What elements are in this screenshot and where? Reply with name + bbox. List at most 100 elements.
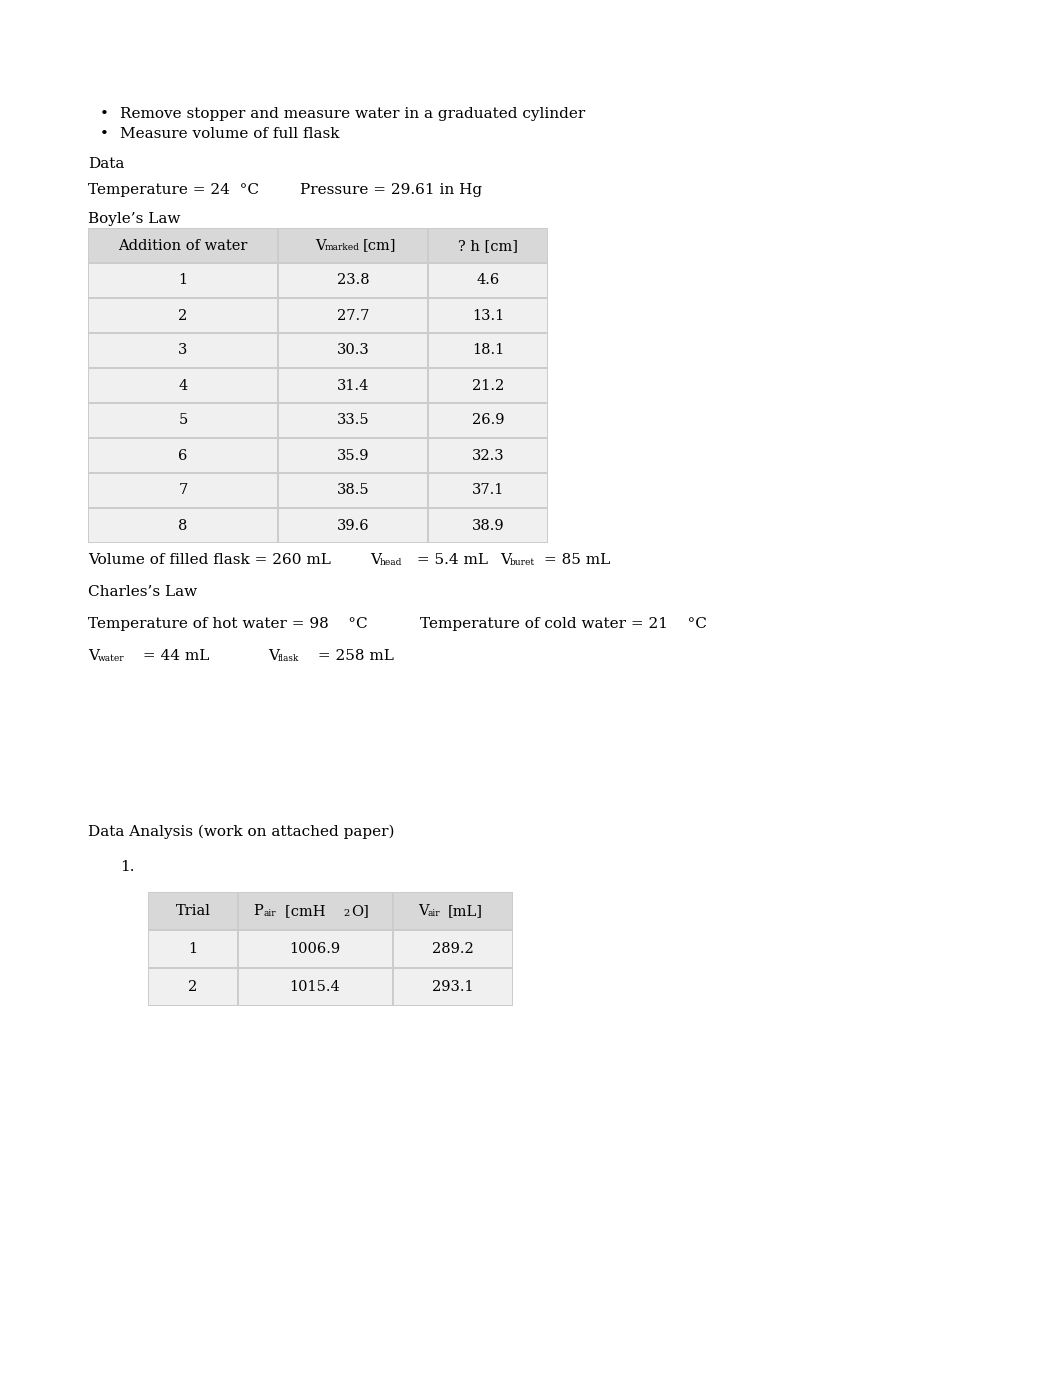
Text: V: V — [500, 553, 511, 567]
Text: •: • — [100, 127, 109, 140]
Text: 1: 1 — [178, 274, 188, 288]
Text: V: V — [370, 553, 381, 567]
Text: = 5.4 mL: = 5.4 mL — [412, 553, 489, 567]
Text: 4.6: 4.6 — [477, 274, 499, 288]
Text: 18.1: 18.1 — [472, 344, 504, 358]
Bar — [89, 369, 277, 402]
Text: water: water — [98, 654, 124, 663]
Text: 37.1: 37.1 — [472, 483, 504, 498]
Bar — [279, 439, 427, 472]
Bar — [279, 369, 427, 402]
Text: 1015.4: 1015.4 — [290, 980, 341, 993]
Text: 3: 3 — [178, 344, 188, 358]
Text: 38.9: 38.9 — [472, 519, 504, 533]
Bar — [279, 405, 427, 438]
Bar — [89, 264, 277, 297]
Bar — [429, 264, 547, 297]
Bar — [89, 405, 277, 438]
Bar — [429, 369, 547, 402]
Text: buret: buret — [510, 559, 535, 567]
Text: Measure volume of full flask: Measure volume of full flask — [120, 127, 340, 140]
Text: Temperature = 24  °C: Temperature = 24 °C — [88, 183, 259, 197]
Bar — [429, 473, 547, 506]
Text: Temperature of hot water = 98    °C: Temperature of hot water = 98 °C — [88, 616, 367, 632]
Text: Charles’s Law: Charles’s Law — [88, 585, 198, 599]
Text: V: V — [315, 238, 326, 253]
Text: Trial: Trial — [175, 904, 210, 918]
Text: 21.2: 21.2 — [472, 378, 504, 392]
Bar — [429, 405, 547, 438]
Bar — [394, 932, 512, 967]
Text: 33.5: 33.5 — [337, 414, 370, 428]
Bar — [89, 439, 277, 472]
Text: •: • — [100, 107, 109, 121]
Text: Temperature of cold water = 21    °C: Temperature of cold water = 21 °C — [419, 616, 707, 632]
Bar — [89, 299, 277, 332]
Text: = 85 mL: = 85 mL — [544, 553, 611, 567]
Text: 27.7: 27.7 — [337, 308, 370, 322]
Text: 31.4: 31.4 — [337, 378, 370, 392]
Bar — [239, 893, 392, 929]
Bar — [429, 439, 547, 472]
Text: 30.3: 30.3 — [337, 344, 370, 358]
Text: Data Analysis (work on attached paper): Data Analysis (work on attached paper) — [88, 826, 394, 839]
Bar — [239, 969, 392, 1004]
Text: 1: 1 — [188, 943, 198, 956]
Text: V: V — [268, 649, 279, 663]
Text: 23.8: 23.8 — [337, 274, 370, 288]
Text: Volume of filled flask = 260 mL: Volume of filled flask = 260 mL — [88, 553, 331, 567]
Text: O]: O] — [352, 904, 369, 918]
Text: 1006.9: 1006.9 — [290, 943, 341, 956]
Text: head: head — [380, 559, 402, 567]
Bar — [89, 473, 277, 506]
Bar — [89, 509, 277, 542]
Text: 4: 4 — [178, 378, 188, 392]
Text: 38.5: 38.5 — [337, 483, 370, 498]
Bar — [429, 299, 547, 332]
Bar — [148, 892, 513, 1006]
Text: 2: 2 — [178, 308, 188, 322]
Text: [mL]: [mL] — [448, 904, 483, 918]
Text: 39.6: 39.6 — [337, 519, 370, 533]
Text: 5: 5 — [178, 414, 188, 428]
Bar — [149, 893, 237, 929]
Bar — [279, 509, 427, 542]
Text: 2: 2 — [188, 980, 198, 993]
Bar — [279, 228, 427, 261]
Bar — [429, 228, 547, 261]
Text: V: V — [418, 904, 429, 918]
Bar — [429, 334, 547, 367]
Text: V: V — [88, 649, 99, 663]
Text: Data: Data — [88, 157, 124, 171]
Bar — [279, 334, 427, 367]
Text: 289.2: 289.2 — [432, 943, 474, 956]
Text: [cmH: [cmH — [285, 904, 330, 918]
Text: 26.9: 26.9 — [472, 414, 504, 428]
Bar — [394, 969, 512, 1004]
Bar — [149, 932, 237, 967]
Text: marked: marked — [325, 242, 360, 252]
Text: P: P — [253, 904, 262, 918]
Text: Pressure = 29.61 in Hg: Pressure = 29.61 in Hg — [299, 183, 482, 197]
Text: 35.9: 35.9 — [337, 449, 370, 462]
Text: = 258 mL: = 258 mL — [313, 649, 394, 663]
Text: ? h [cm]: ? h [cm] — [458, 239, 518, 253]
Text: air: air — [263, 910, 276, 918]
Text: Addition of water: Addition of water — [118, 239, 247, 253]
Bar — [89, 334, 277, 367]
Text: Boyle’s Law: Boyle’s Law — [88, 212, 181, 226]
Bar — [239, 932, 392, 967]
Text: air: air — [428, 910, 441, 918]
Bar — [394, 893, 512, 929]
Text: 7: 7 — [178, 483, 188, 498]
Text: [cm]: [cm] — [363, 238, 396, 253]
Text: 2: 2 — [343, 910, 349, 918]
Bar — [279, 299, 427, 332]
Bar — [88, 228, 548, 544]
Bar — [279, 473, 427, 506]
Text: = 44 mL: = 44 mL — [138, 649, 209, 663]
Text: Remove stopper and measure water in a graduated cylinder: Remove stopper and measure water in a gr… — [120, 107, 585, 121]
Text: 8: 8 — [178, 519, 188, 533]
Bar — [279, 264, 427, 297]
Bar — [89, 228, 277, 261]
